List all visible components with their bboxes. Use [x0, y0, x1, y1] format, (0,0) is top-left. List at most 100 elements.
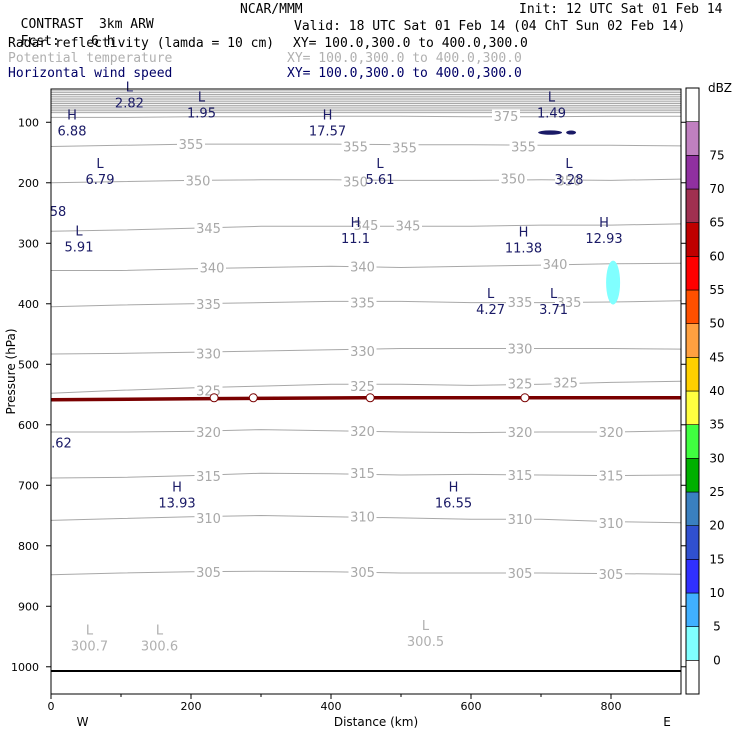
y-tick-label: 600 [18, 419, 39, 432]
theta-label-bg [194, 221, 223, 235]
colorbar-unit: dBZ [708, 81, 732, 95]
theta-contour-375 [51, 115, 681, 118]
wind-extremum-value: 16.55 [435, 497, 472, 512]
fcst-label: Fcst: [20, 34, 60, 49]
wind-extremum-kind: L [376, 157, 384, 172]
x-axis-label: Distance (km) [334, 715, 418, 729]
colorbar-bin [685, 188, 700, 223]
field-wind-xy: XY= 100.0,300.0 to 400.0,300.0 [287, 66, 522, 81]
theta-label-bg [597, 515, 625, 529]
wind-extremum-value: 1.95 [187, 106, 216, 121]
colorbar-bin [685, 592, 700, 627]
theta-minimum-value: 300.5 [407, 635, 444, 650]
theta-label-bg [184, 173, 212, 187]
wind-extremum-kind: H [519, 225, 529, 240]
theta-contour-label: 315 [196, 470, 221, 485]
x-tick-label: 800 [601, 700, 622, 713]
wind-extremum-value: 4.27 [476, 303, 505, 318]
theta-minimum-kind: L [422, 619, 430, 634]
wind-extremum-kind: H [599, 216, 609, 231]
theta-label-bg [506, 467, 534, 481]
theta-minimum-value: 300.7 [71, 639, 108, 654]
colorbar-bin [685, 87, 700, 122]
field-reflectivity-name: Radar reflectivity (lamda = 10 cm) [8, 36, 275, 51]
theta-contour-label: 340 [350, 260, 375, 275]
theta-contour-label: 330 [508, 343, 533, 358]
wind-extremum-value: 3.28 [555, 173, 584, 188]
wind-extremum-value: 1.49 [537, 106, 566, 121]
theta-label-bg [194, 383, 223, 397]
wind-extremum-kind: L [96, 157, 104, 172]
colorbar-level-label: 70 [709, 182, 724, 196]
colorbar-bin [685, 155, 700, 190]
wind-extremum-kind: H [67, 109, 77, 124]
y-tick-label: 400 [18, 298, 39, 311]
colorbar-bin [685, 525, 700, 560]
theta-contour-label: 315 [508, 469, 533, 484]
theta-contour-label: 355 [343, 140, 368, 155]
header-init: Init: 12 UTC Sat 01 Feb 14 [519, 2, 723, 17]
colorbar-level-label: 45 [709, 350, 724, 364]
y-tick-label: 700 [18, 479, 39, 492]
theta-contour-label: 350 [343, 176, 368, 191]
wind-extremum-kind: L [126, 81, 134, 96]
colorbar-bin [685, 559, 700, 594]
field-theta-xy: XY= 100.0,300.0 to 400.0,300.0 [287, 51, 522, 66]
wind-extremum-kind: H [172, 481, 182, 496]
theta-label-bg [348, 466, 377, 480]
colorbar-level-label: 55 [709, 283, 724, 297]
colorbar-level-label: 15 [709, 552, 724, 566]
theta-label-bg [506, 425, 534, 439]
theta-label-bg [348, 295, 377, 309]
theta-contour-label: 320 [196, 426, 221, 441]
wind-extremum-kind: H [351, 216, 361, 231]
theta-contour-label: 335 [557, 296, 582, 311]
header-valid: Valid: 18 UTC Sat 01 Feb 14 (04 ChT Sun … [294, 19, 686, 34]
colorbar-bin [685, 256, 700, 291]
theta-label-bg [352, 218, 380, 232]
y-tick-label: 800 [18, 540, 39, 553]
theta-contour-label: 310 [599, 517, 624, 532]
theta-contour-label: 345 [196, 222, 221, 237]
wind-extremum-value: 5.61 [366, 173, 395, 188]
colorbar-bin [685, 626, 700, 661]
colorbar-level-label: 30 [709, 451, 724, 465]
theta-contour-label: 335 [508, 296, 533, 311]
tropopause-marker [520, 393, 530, 403]
colorbar-level-label: 65 [709, 216, 724, 230]
theta-label-bg [506, 294, 534, 308]
y-tick-label: 500 [18, 358, 39, 371]
theta-contour-label: 345 [396, 220, 421, 235]
wind-extremum-value: 3.71 [539, 303, 568, 318]
header-project: CONTRAST 3km ARW [5, 2, 154, 32]
theta-label-bg [506, 376, 534, 390]
wind-extremum-value: 11.1 [341, 232, 370, 247]
theta-label-bg [177, 137, 205, 151]
theta-label-bg [348, 423, 377, 437]
y-tick-label: 100 [18, 116, 39, 129]
wind-extremum-value: 6.79 [86, 173, 115, 188]
theta-label-bg [194, 346, 223, 360]
wind-extremum-value: 12.93 [585, 232, 622, 247]
theta-contour-label: 340 [543, 258, 568, 273]
theta-contour-label: 325 [553, 376, 578, 391]
wind-extremum-value: .62 [51, 437, 72, 452]
theta-contour-label: 315 [599, 470, 624, 485]
colorbar-level-label: 60 [709, 249, 724, 263]
field-theta-name: Potential temperature [8, 51, 173, 66]
wind-extremum-value: 6.88 [58, 125, 87, 140]
theta-contour-label: 305 [599, 568, 624, 583]
y-axis-label: Pressure (hPa) [4, 328, 18, 414]
theta-contour-label: 325 [350, 380, 375, 395]
theta-label-bg [492, 109, 520, 123]
x-tick-label: 0 [48, 700, 55, 713]
reflectivity-echo [606, 260, 621, 305]
colorbar-bin [685, 491, 700, 526]
wind-extremum-value: 11.38 [505, 241, 542, 256]
y-tick-label: 300 [18, 237, 39, 250]
theta-contour-label: 305 [196, 566, 221, 581]
header-fcst: Fcst: 6 h [5, 19, 115, 49]
theta-contour-label: 315 [350, 467, 375, 482]
wind-extremum-value: 58 [50, 205, 67, 220]
colorbar-bin [685, 424, 700, 459]
